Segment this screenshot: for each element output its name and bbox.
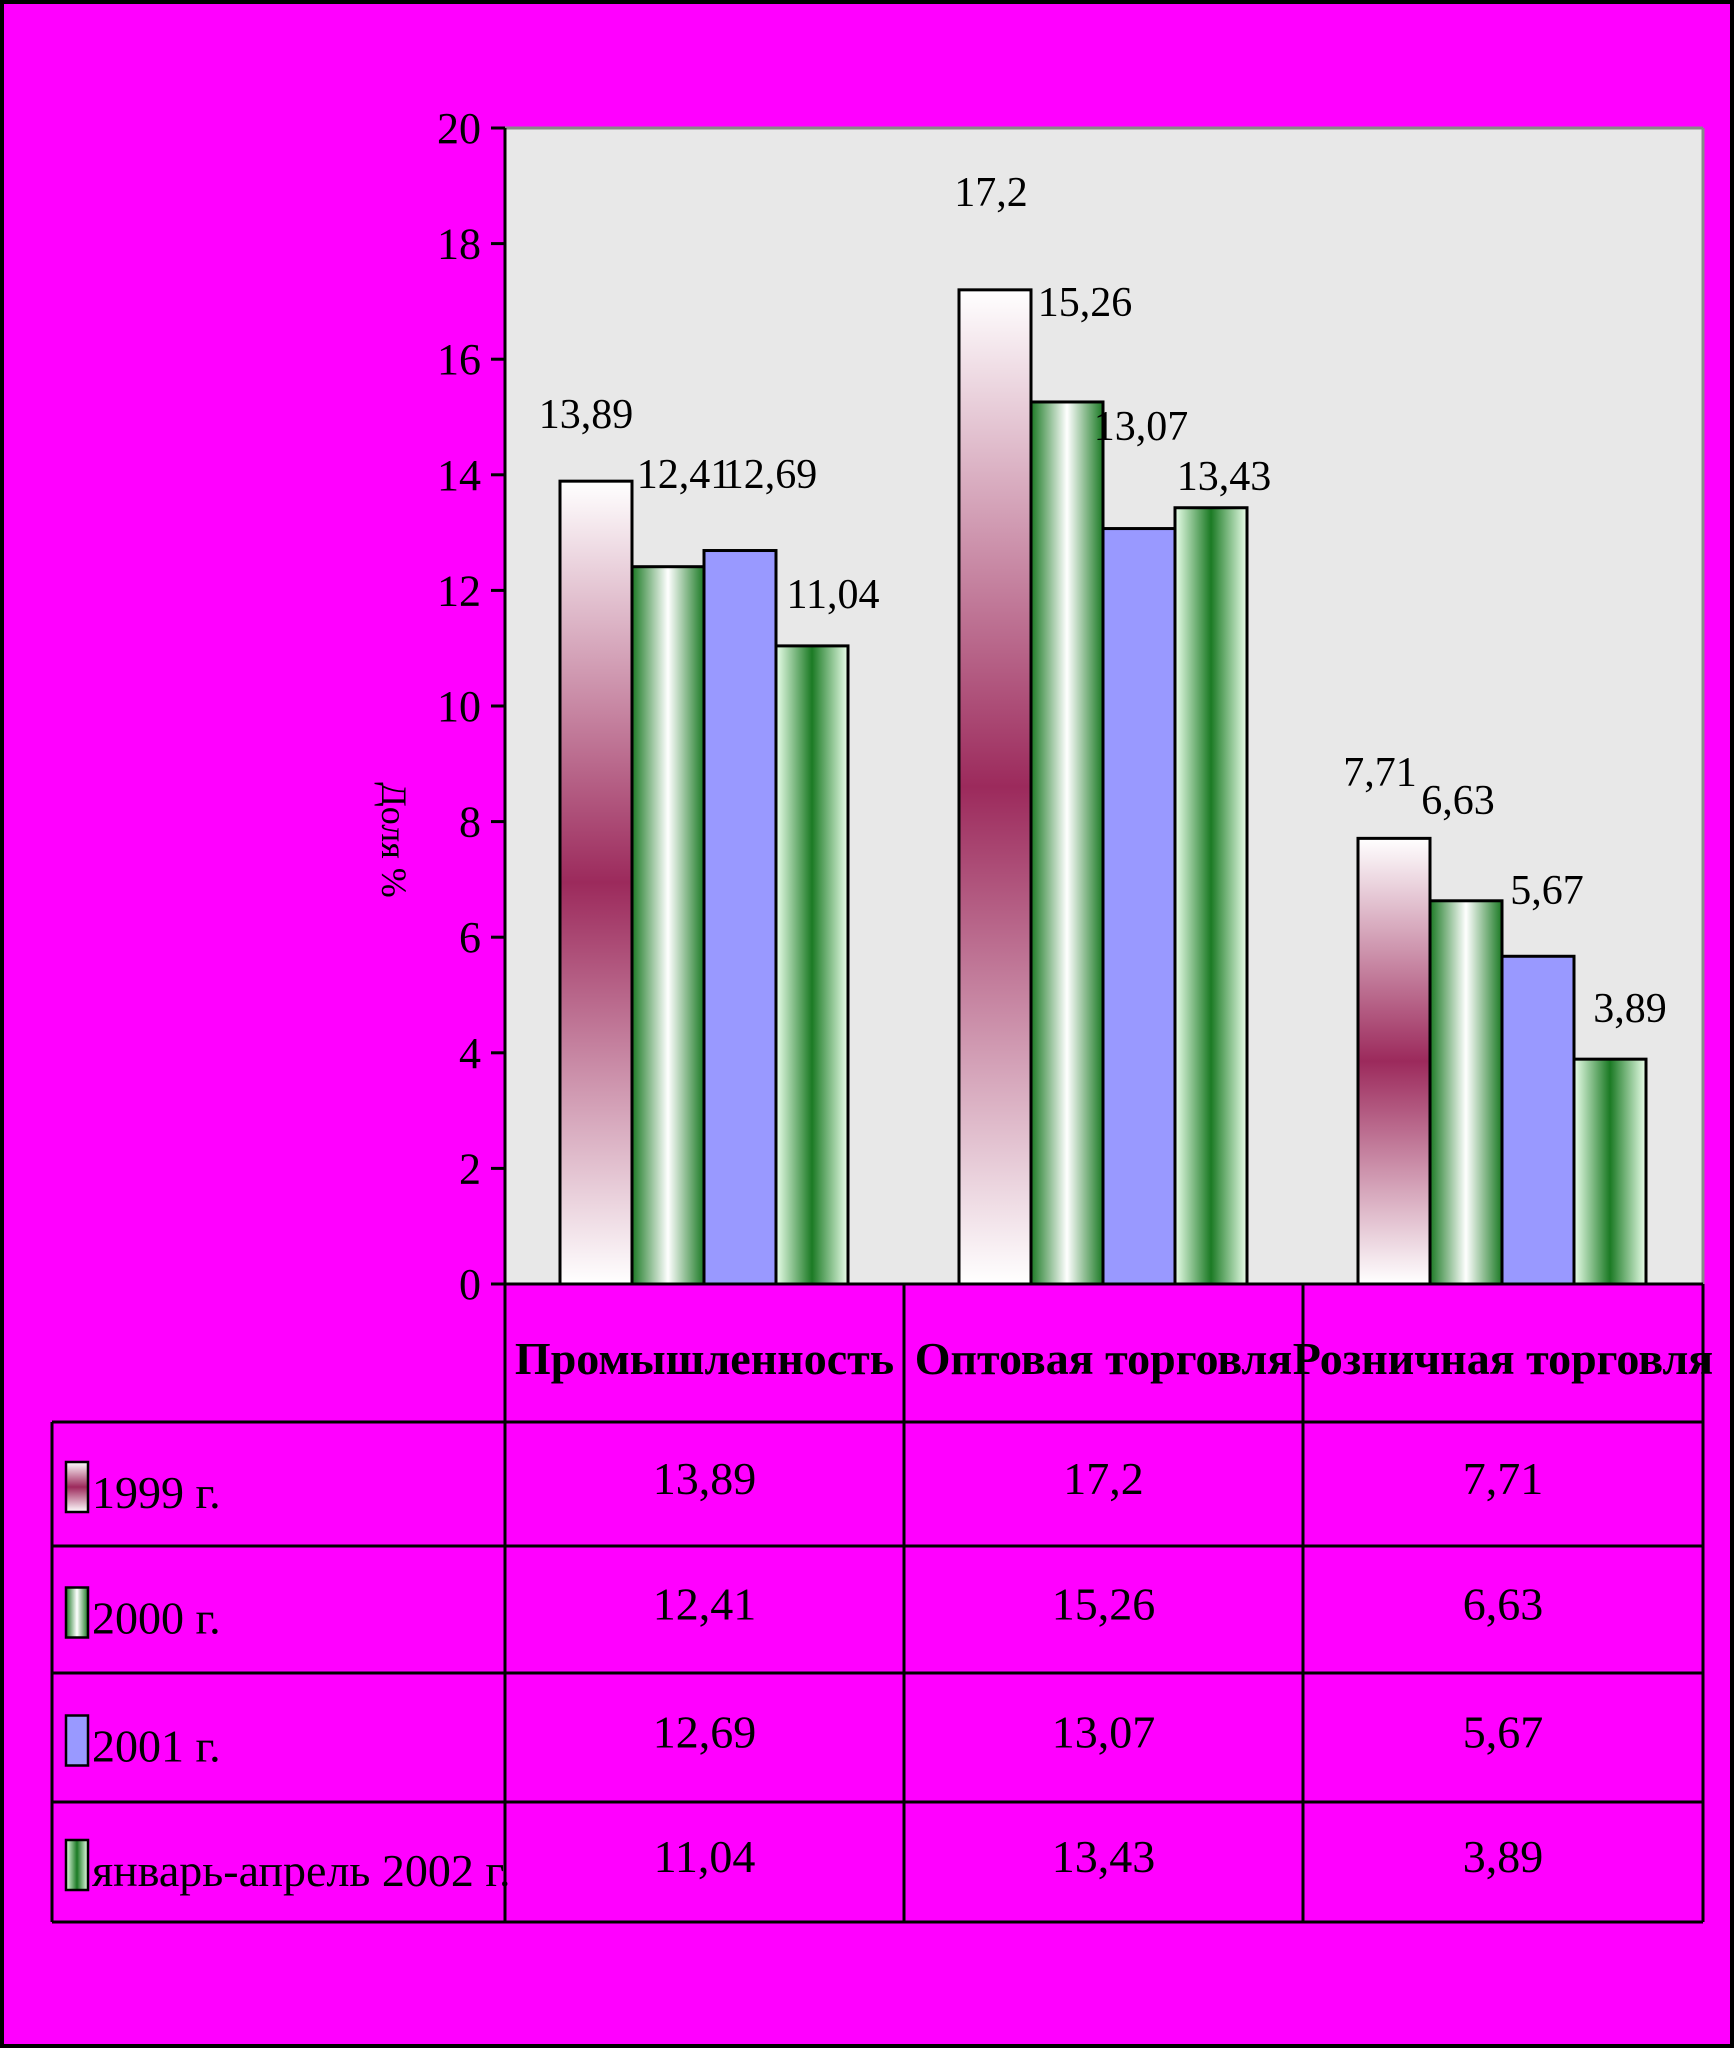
data-label: 12,69 <box>723 452 818 498</box>
table-cell: 3,89 <box>1463 1831 1544 1882</box>
data-label: 12,41 <box>637 452 732 498</box>
category-label: Розничная торговля <box>1293 1333 1713 1384</box>
data-label: 13,89 <box>539 392 634 438</box>
bar-2-1 <box>630 565 706 1286</box>
bar-4-3 <box>1572 1057 1648 1286</box>
table-cell: 13,43 <box>1052 1831 1156 1882</box>
table-cell: 12,41 <box>653 1579 757 1630</box>
category-label: Оптовая торговля <box>915 1333 1292 1384</box>
y-tick-label: 18 <box>437 220 481 269</box>
y-tick-label: 8 <box>459 798 481 847</box>
table-cell: 12,69 <box>653 1707 757 1758</box>
data-label: 17,2 <box>954 170 1028 216</box>
bar-1-1 <box>558 479 634 1286</box>
bar-1-2 <box>957 288 1033 1286</box>
data-label: 15,26 <box>1038 280 1133 326</box>
data-label: 5,67 <box>1510 868 1584 914</box>
y-tick-label: 16 <box>437 335 481 384</box>
table-cell: 13,89 <box>653 1453 757 1504</box>
y-tick-label: 20 <box>437 104 481 153</box>
legend-swatch <box>64 1460 90 1514</box>
bar-1-3 <box>1356 836 1432 1286</box>
bar-4-2 <box>1173 506 1249 1286</box>
data-label: 3,89 <box>1593 986 1667 1032</box>
data-label: 7,71 <box>1343 750 1417 796</box>
data-label: 11,04 <box>787 572 880 618</box>
table-cell: 11,04 <box>654 1831 756 1882</box>
bar-4-1 <box>774 644 850 1286</box>
table-cell: 17,2 <box>1063 1453 1144 1504</box>
bar-3-3 <box>1500 954 1576 1286</box>
y-tick-label: 4 <box>459 1029 481 1078</box>
y-tick-label: 6 <box>459 913 481 962</box>
legend-swatch <box>64 1586 90 1639</box>
bar-2-3 <box>1428 899 1504 1286</box>
y-axis: 0 2 4 6 8 10 12 14 16 18 20 <box>437 104 507 1309</box>
y-tick-label: 2 <box>459 1144 481 1193</box>
table-cell: 5,67 <box>1463 1707 1544 1758</box>
y-tick-label: 10 <box>437 682 481 731</box>
legend-label: январь-апрель 2002 г. <box>92 1845 511 1896</box>
legend-label: 2000 г. <box>92 1593 221 1644</box>
table-cell: 7,71 <box>1463 1453 1544 1504</box>
bar-3-2 <box>1101 527 1177 1286</box>
data-label: 13,07 <box>1094 404 1189 450</box>
legend-swatch <box>64 1838 90 1892</box>
bar-2-2 <box>1029 400 1105 1286</box>
data-label: 13,43 <box>1177 454 1272 500</box>
y-tick-label: 14 <box>437 451 481 500</box>
legend-label: 2001 г. <box>92 1721 221 1772</box>
data-label: 6,63 <box>1421 778 1495 824</box>
y-tick-label: 0 <box>459 1260 481 1309</box>
legend-swatch <box>64 1714 90 1767</box>
table-cell: 13,07 <box>1052 1707 1156 1758</box>
y-tick-label: 12 <box>437 566 481 615</box>
y-axis-label: Доля % <box>374 782 414 898</box>
bar-3-1 <box>702 549 778 1286</box>
data-table: Промышленность Оптовая торговля Розничная … <box>50 1282 1713 1924</box>
category-label: Промышленность <box>515 1333 894 1384</box>
table-cell: 6,63 <box>1463 1579 1544 1630</box>
legend-label: 1999 г. <box>92 1467 221 1518</box>
table-cell: 15,26 <box>1052 1579 1156 1630</box>
